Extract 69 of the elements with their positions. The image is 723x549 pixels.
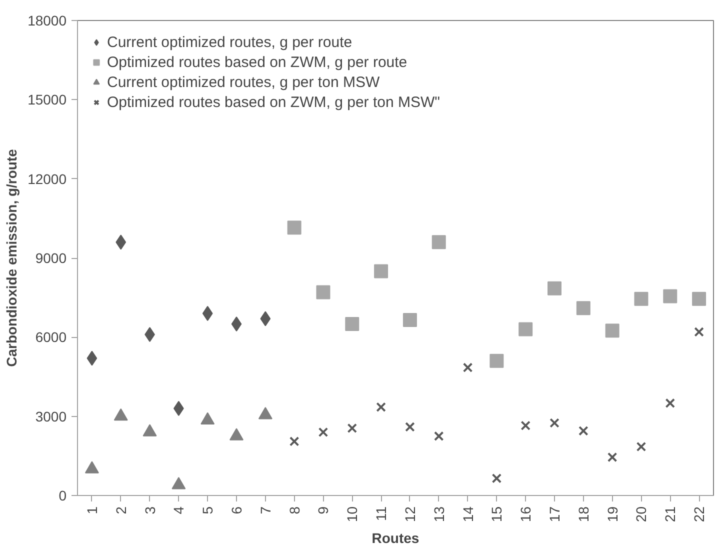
x-tick-label: 1 <box>84 506 100 514</box>
legend-label: Current optimized routes, g per route <box>107 34 352 50</box>
point <box>318 427 328 438</box>
point <box>289 436 300 446</box>
point <box>347 423 358 434</box>
x-tick-label: 22 <box>691 506 708 522</box>
x-tick-label: 17 <box>546 506 562 522</box>
y-tick-label: 6000 <box>35 329 67 346</box>
y-axis-title: Carbondioxide emission, g/route <box>4 148 20 367</box>
point <box>202 306 213 321</box>
x-tick-label: 14 <box>460 506 476 522</box>
point <box>694 327 704 337</box>
x-tick-label: 16 <box>518 506 534 522</box>
point <box>345 316 360 331</box>
point <box>518 322 533 336</box>
x-tick-label: 21 <box>662 506 678 522</box>
x-tick-label: 2 <box>112 506 129 514</box>
legend-label: Optimized routes based on ZWM, g per route <box>107 54 408 70</box>
point <box>316 285 330 300</box>
point <box>576 301 590 316</box>
x-tick-label: 8 <box>286 506 302 514</box>
x-tick-label: 9 <box>315 506 332 514</box>
x-tick-label: 7 <box>257 506 274 514</box>
point <box>548 281 562 296</box>
y-tick-label: 0 <box>58 488 67 504</box>
point <box>374 264 388 278</box>
point <box>490 354 504 368</box>
point <box>287 220 302 235</box>
x-axis-title: Routes <box>372 530 420 546</box>
point <box>634 292 648 306</box>
point <box>692 292 706 306</box>
point <box>605 324 620 338</box>
x-tick-label: 19 <box>604 506 620 522</box>
point <box>116 234 126 250</box>
x-tick-label: 3 <box>142 506 158 514</box>
point <box>578 426 588 436</box>
point <box>665 398 676 408</box>
point <box>462 362 473 372</box>
y-tick-label: 9000 <box>35 250 67 266</box>
x-tick-label: 10 <box>344 506 360 522</box>
x-tick-label: 4 <box>170 506 187 514</box>
point <box>231 316 242 332</box>
point <box>402 313 417 328</box>
x-tick-label: 5 <box>200 506 216 514</box>
point <box>636 442 646 452</box>
x-tick-label: 20 <box>633 506 650 522</box>
y-tick-label: 18000 <box>28 12 67 28</box>
x-tick-label: 12 <box>402 506 418 522</box>
legend-label: Current optimized routes, g per ton MSW <box>107 74 380 90</box>
x-tick-label: 15 <box>488 506 505 522</box>
point <box>520 420 530 430</box>
point <box>376 402 386 412</box>
point <box>432 235 446 250</box>
y-tick-label: 15000 <box>28 92 67 108</box>
x-tick-label: 13 <box>430 506 447 522</box>
y-tick-label: 3000 <box>35 408 67 424</box>
point <box>550 418 560 428</box>
x-tick-label: 11 <box>373 506 390 522</box>
point <box>405 422 415 432</box>
x-tick-label: 6 <box>228 506 244 514</box>
point <box>260 311 271 326</box>
point <box>434 431 444 442</box>
point <box>663 289 678 304</box>
x-tick-label: 18 <box>575 506 592 522</box>
point <box>492 473 502 484</box>
point <box>86 350 98 366</box>
y-tick-label: 12000 <box>28 170 67 187</box>
point <box>607 452 618 462</box>
legend-label: Optimized routes based on ZWM, g per ton MSW" <box>107 94 440 110</box>
